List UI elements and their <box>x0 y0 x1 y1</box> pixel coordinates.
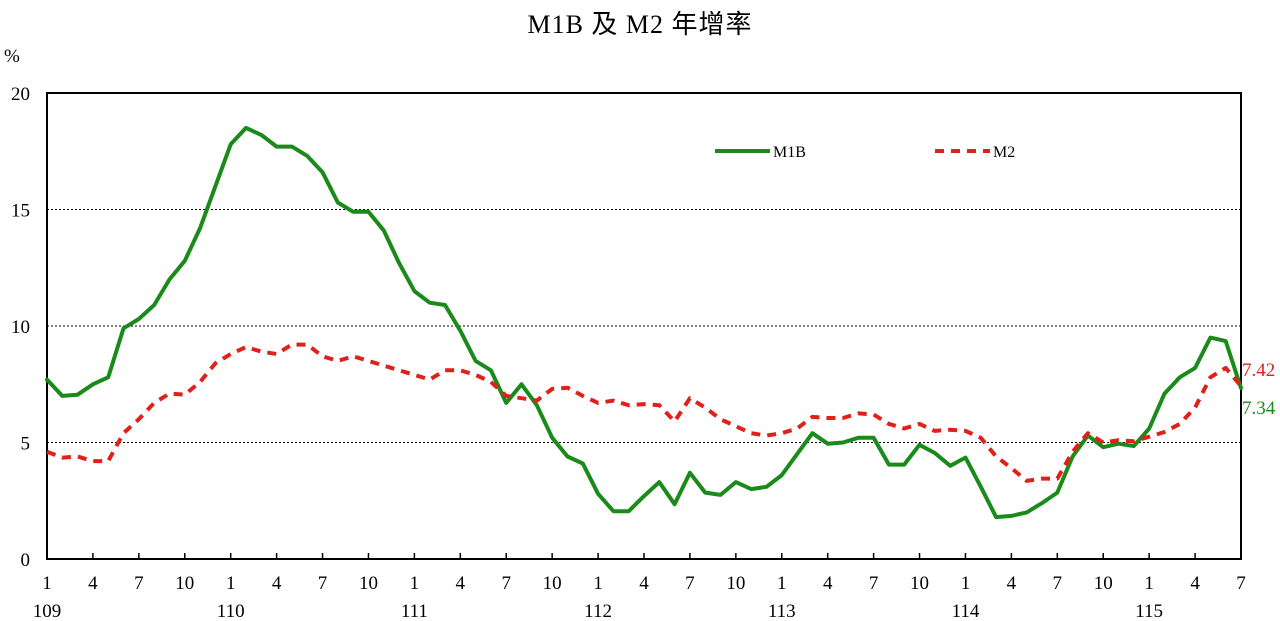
x-axis-ticks: 1 4 7 10 1 4 7 10 1 4 7 10 1 4 7 10 1 4 7 10 1 4 7 10 1 4 7 109 110 1… <box>33 553 1246 621</box>
x-year-label: 109 <box>33 601 62 621</box>
chart-title: M1B 及 M2 年增率 <box>527 10 753 39</box>
x-tick-label: 7 <box>685 573 695 594</box>
x-tick-label: 10 <box>359 573 378 594</box>
x-tick-label: 1 <box>410 573 420 594</box>
end-label-m2: 7.42 <box>1242 360 1275 381</box>
y-tick-label: 20 <box>11 84 30 105</box>
y-axis-unit-label: % <box>4 46 20 67</box>
y-tick-label: 10 <box>11 317 30 338</box>
x-tick-label: 1 <box>226 573 236 594</box>
x-tick-label: 7 <box>134 573 144 594</box>
end-label-m1b: 7.34 <box>1242 398 1276 419</box>
x-tick-label: 10 <box>910 573 929 594</box>
x-tick-label: 1 <box>1144 573 1154 594</box>
legend: M1B M2 <box>715 144 1015 161</box>
x-year-label: 112 <box>584 601 612 621</box>
x-tick-label: 1 <box>42 573 52 594</box>
series-line-m1b <box>45 125 1243 520</box>
grid-lines <box>47 209 1241 443</box>
x-year-label: 114 <box>952 601 980 621</box>
y-tick-label: 15 <box>11 201 30 222</box>
x-year-label: 115 <box>1135 601 1163 621</box>
x-tick-label: 7 <box>318 573 328 594</box>
x-tick-label: 10 <box>543 573 562 594</box>
x-tick-label: 10 <box>1094 573 1113 594</box>
x-year-label: 111 <box>401 601 428 621</box>
x-tick-label: 4 <box>1190 573 1200 594</box>
x-tick-label: 4 <box>88 573 98 594</box>
x-tick-label: 4 <box>272 573 282 594</box>
x-tick-label: 1 <box>961 573 971 594</box>
x-tick-label: 7 <box>1236 573 1246 594</box>
x-tick-label: 4 <box>823 573 833 594</box>
x-year-label: 110 <box>217 601 245 621</box>
end-value-labels: 7.34 7.42 <box>1242 360 1276 419</box>
legend-label-m1b: M1B <box>773 144 806 161</box>
y-tick-label: 5 <box>21 434 31 455</box>
x-tick-label: 4 <box>456 573 466 594</box>
x-tick-label: 7 <box>869 573 879 594</box>
x-tick-label: 4 <box>1007 573 1017 594</box>
series-lines <box>45 125 1243 520</box>
x-year-label: 113 <box>768 601 796 621</box>
legend-label-m2: M2 <box>993 144 1015 161</box>
x-tick-label: 7 <box>1053 573 1063 594</box>
x-tick-label: 4 <box>639 573 649 594</box>
y-axis-ticks: 0 5 10 15 20 <box>11 84 30 571</box>
x-tick-label: 1 <box>593 573 603 594</box>
y-tick-label: 0 <box>21 550 31 571</box>
x-tick-label: 10 <box>175 573 194 594</box>
x-tick-label: 1 <box>777 573 787 594</box>
x-tick-label: 7 <box>501 573 511 594</box>
series-line-m2 <box>46 342 1243 483</box>
x-tick-label: 10 <box>726 573 745 594</box>
